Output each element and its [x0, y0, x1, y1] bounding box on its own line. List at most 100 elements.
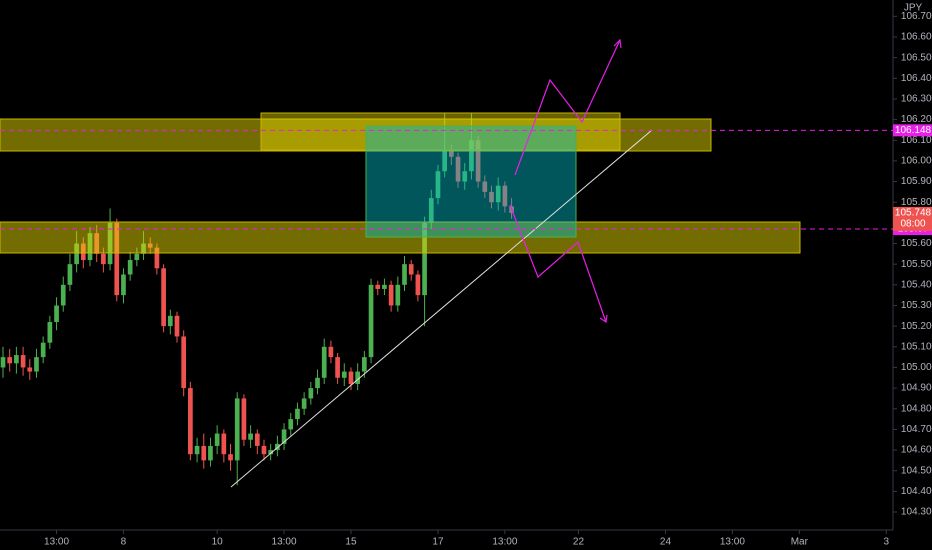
candle-body: [315, 377, 320, 389]
currency-label: JPY: [904, 3, 923, 14]
candle-body: [60, 284, 66, 306]
candle-body: [154, 247, 160, 269]
candle-body: [328, 346, 334, 358]
candle-body: [221, 433, 227, 455]
projection-down: [509, 204, 607, 323]
price-axis: [893, 0, 932, 550]
drawings: [0, 38, 801, 488]
x-tick-label: 17: [432, 537, 444, 548]
candle-body: [194, 445, 200, 455]
range-box: [365, 125, 577, 238]
y-tick-label: 106.700: [901, 11, 932, 22]
candle-body: [435, 171, 441, 199]
candle-body: [469, 140, 474, 172]
y-tick-label: 105.900: [901, 176, 932, 187]
x-tick-label: 3: [884, 537, 890, 548]
candle-body: [388, 284, 394, 306]
candle-body: [308, 388, 314, 399]
candle-body: [114, 222, 120, 296]
x-tick-label: 13:00: [492, 537, 517, 548]
candle-body: [295, 408, 300, 420]
y-tick-label: 104.300: [901, 507, 932, 518]
arrow-head: [599, 314, 608, 324]
candle-body: [288, 419, 294, 430]
candle-body: [301, 398, 307, 409]
candle-body: [34, 357, 39, 372]
x-tick-label: 13:00: [44, 537, 69, 548]
arrow-head: [613, 38, 622, 49]
x-tick-label: 10: [212, 537, 224, 548]
candle-body: [0, 357, 6, 368]
candle-body: [415, 274, 421, 296]
candle-body: [54, 305, 59, 323]
candle-body: [362, 357, 367, 372]
candle-body: [7, 357, 13, 364]
candle-body: [20, 355, 26, 368]
projection-up: [514, 39, 621, 176]
y-tick-label: 105.200: [901, 321, 932, 332]
y-tick-label: 104.800: [901, 403, 932, 414]
y-tick-label: 105.600: [901, 238, 932, 249]
y-tick-label: 106.500: [901, 52, 932, 63]
candle-body: [348, 371, 354, 384]
candle-body: [27, 367, 33, 372]
candle-body: [101, 253, 106, 265]
candle-body: [248, 433, 253, 440]
countdown-label: 08:00: [900, 219, 925, 230]
candle-body: [201, 445, 207, 461]
candle-body: [482, 181, 488, 192]
x-tick-label: 8: [121, 537, 127, 548]
y-tick-label: 104.600: [901, 445, 932, 456]
y-tick-label: 104.700: [901, 424, 932, 435]
candle-body: [67, 264, 73, 285]
y-tick-label: 106.200: [901, 114, 932, 125]
candle-body: [14, 355, 19, 364]
candle-body: [275, 443, 280, 451]
candle-body: [228, 454, 233, 461]
y-tick-label: 106.300: [901, 94, 932, 105]
candle-body: [422, 222, 427, 296]
y-tick-label: 105.500: [901, 259, 932, 270]
candle-body: [74, 243, 79, 265]
candle-body: [40, 342, 46, 358]
y-tick-label: 105.000: [901, 362, 932, 373]
zone-upper: [0, 118, 712, 152]
candle-body: [335, 357, 340, 378]
x-tick-label: Mar: [791, 537, 809, 548]
x-tick-label: 13:00: [720, 537, 745, 548]
candle-body: [455, 156, 461, 182]
y-tick-label: 106.400: [901, 73, 932, 84]
candle-body: [121, 274, 126, 296]
candle-body: [268, 450, 274, 455]
candle-body: [449, 150, 454, 157]
candle-body: [174, 315, 180, 337]
candle-body: [368, 284, 374, 358]
x-tick-label: 22: [573, 537, 585, 548]
candle-body: [321, 346, 327, 378]
candle-body: [489, 191, 494, 203]
candle-body: [234, 398, 240, 461]
x-tick-label: 13:00: [272, 537, 297, 548]
last-price-label: 105.748: [895, 208, 932, 219]
candle-body: [382, 284, 387, 289]
candle-body: [402, 264, 407, 285]
y-tick-label: 106.100: [901, 135, 932, 146]
y-tick-label: 104.400: [901, 486, 932, 497]
candle-body: [167, 315, 173, 327]
candle-body: [241, 398, 247, 440]
candle-body: [47, 322, 53, 343]
candle-body: [214, 433, 220, 446]
candle-body: [375, 284, 381, 289]
x-tick-label: 24: [660, 537, 672, 548]
candle-body: [281, 429, 287, 444]
candle-body: [408, 264, 414, 275]
candle-body: [134, 253, 140, 261]
candle-body: [395, 284, 401, 306]
price-tag-label: 106.148: [895, 125, 932, 136]
candle-body: [475, 140, 481, 182]
candle-body: [261, 445, 267, 455]
candle-body: [341, 371, 347, 378]
y-tick-label: 105.100: [901, 341, 932, 352]
